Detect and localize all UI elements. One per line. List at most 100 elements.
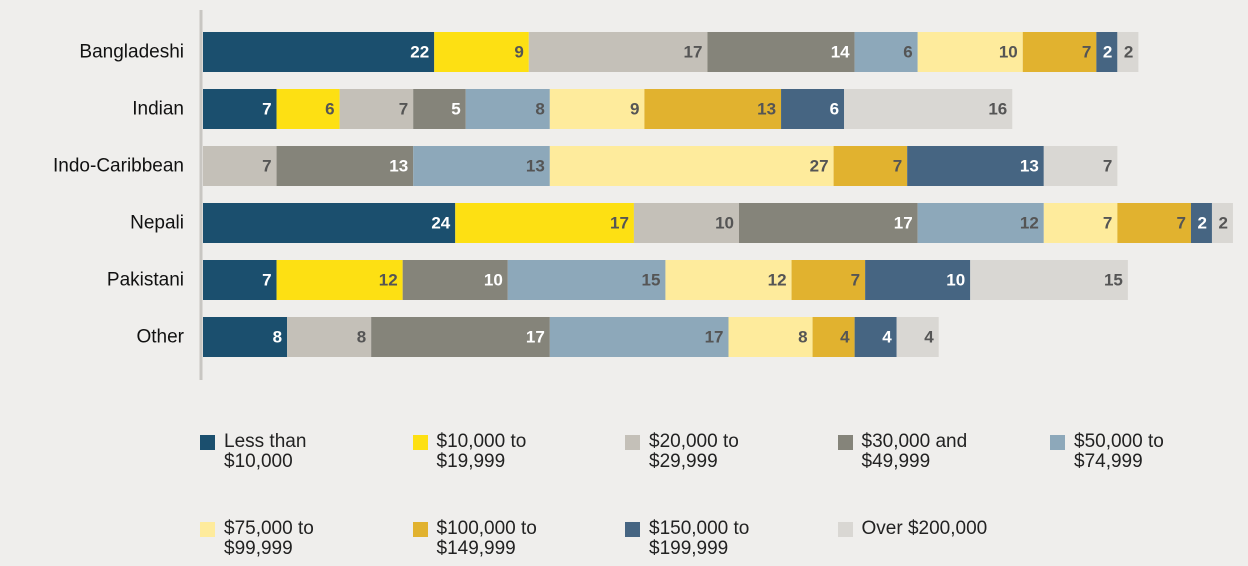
- value-label: 10: [715, 214, 734, 233]
- bar-segment: [549, 146, 834, 186]
- legend-entry: $20,000 to $29,999: [625, 432, 799, 472]
- bar-segment: [276, 260, 403, 300]
- value-label: 7: [1103, 214, 1112, 233]
- legend-entry: $100,000 to $149,999: [412, 519, 587, 559]
- legend-entry: $50,000 to $74,999: [1050, 432, 1224, 472]
- value-label: 17: [526, 328, 545, 347]
- category-label: Indian: [132, 99, 184, 120]
- legend-entry: $150,000 to $199,999: [625, 519, 799, 559]
- value-label: 7: [262, 271, 271, 290]
- bar-segment: [728, 317, 813, 357]
- bar-segment: [896, 317, 939, 357]
- value-label: 10: [484, 271, 503, 290]
- value-label: 17: [705, 328, 724, 347]
- value-label: 6: [325, 100, 334, 119]
- category-label: Indo-Caribbean: [53, 156, 184, 177]
- value-label: 13: [757, 100, 776, 119]
- bar-segment: [528, 32, 708, 72]
- value-label: 8: [535, 100, 544, 119]
- legend-label: $30,000 and $49,999: [861, 431, 968, 472]
- bar-segment: [739, 203, 918, 243]
- bar-segment: [203, 317, 288, 357]
- legend-swatch: [625, 522, 640, 537]
- legend-swatch: [200, 522, 215, 537]
- bar-segment: [1022, 32, 1097, 72]
- bar-segment: [455, 203, 634, 243]
- bar-segment: [413, 89, 466, 129]
- bar-segment: [865, 260, 971, 300]
- bar-segment: [970, 260, 1128, 300]
- value-label: 13: [1020, 157, 1039, 176]
- value-label: 7: [262, 100, 271, 119]
- value-label: 15: [1104, 271, 1123, 290]
- value-label: 5: [451, 100, 460, 119]
- bar-segment: [791, 260, 866, 300]
- value-label: 17: [684, 43, 703, 62]
- value-label: 7: [851, 271, 860, 290]
- legend-label: $20,000 to $29,999: [649, 431, 739, 472]
- value-label: 7: [1176, 214, 1185, 233]
- value-label: 10: [999, 43, 1018, 62]
- legend-label: Over $200,000: [861, 518, 988, 539]
- bar-segment: [203, 146, 277, 186]
- legend-label: $50,000 to $74,999: [1074, 431, 1164, 472]
- bar-segment: [1117, 203, 1191, 243]
- bar-segment: [434, 32, 529, 72]
- bar-segment: [402, 260, 508, 300]
- legend-label: $75,000 to $99,999: [224, 518, 314, 559]
- legend-swatch: [837, 435, 853, 450]
- bar-segment: [371, 317, 550, 357]
- value-label: 10: [946, 271, 965, 290]
- value-label: 7: [262, 157, 271, 176]
- value-label: 17: [894, 214, 913, 233]
- bar-segment: [507, 260, 666, 300]
- legend-entry: $10,000 to $19,999: [412, 432, 587, 472]
- bar-segment: [907, 146, 1044, 186]
- value-label: 7: [1082, 43, 1091, 62]
- bar-segment: [917, 32, 1023, 72]
- bar-segment: [203, 260, 277, 300]
- bar-segment: [812, 317, 855, 357]
- legend-entry: $30,000 and $49,999: [837, 431, 1012, 472]
- value-label: 2: [1219, 214, 1228, 233]
- bar-segment: [413, 146, 550, 186]
- bar-segment: [633, 203, 740, 243]
- bar-segment: [644, 89, 782, 129]
- value-label: 2: [1103, 43, 1112, 62]
- value-label: 4: [882, 328, 892, 347]
- value-label: 8: [273, 328, 282, 347]
- value-label: 13: [389, 157, 408, 176]
- bar-segment: [287, 317, 372, 357]
- bar-segment: [1096, 32, 1118, 72]
- legend-entry: Over $200,000: [837, 518, 1012, 539]
- bar-segment: [276, 89, 340, 129]
- bar-segment: [917, 203, 1044, 243]
- legend-swatch: [1050, 435, 1065, 450]
- value-label: 17: [610, 214, 629, 233]
- bar-segment: [203, 203, 456, 243]
- category-label: Other: [136, 327, 184, 348]
- value-label: 7: [399, 100, 408, 119]
- value-label: 7: [893, 157, 902, 176]
- value-label: 13: [526, 157, 545, 176]
- bar-segment: [844, 89, 1013, 129]
- value-label: 12: [1020, 214, 1039, 233]
- bar-segment: [1043, 146, 1118, 186]
- value-label: 6: [903, 43, 912, 62]
- bar-segment: [549, 89, 645, 129]
- value-label: 15: [642, 271, 661, 290]
- value-label: 9: [514, 43, 523, 62]
- bar-segment: [781, 89, 845, 129]
- bar-segment: [1117, 32, 1139, 72]
- value-label: 8: [798, 328, 807, 347]
- legend-label: $150,000 to $199,999: [649, 518, 750, 559]
- bar-segment: [854, 317, 897, 357]
- legend-label: Less than $10,000: [224, 431, 307, 472]
- bar-segment: [465, 89, 550, 129]
- value-label: 12: [768, 271, 787, 290]
- legend-swatch: [837, 522, 853, 537]
- bar-segment: [203, 89, 277, 129]
- bar-segment: [276, 146, 414, 186]
